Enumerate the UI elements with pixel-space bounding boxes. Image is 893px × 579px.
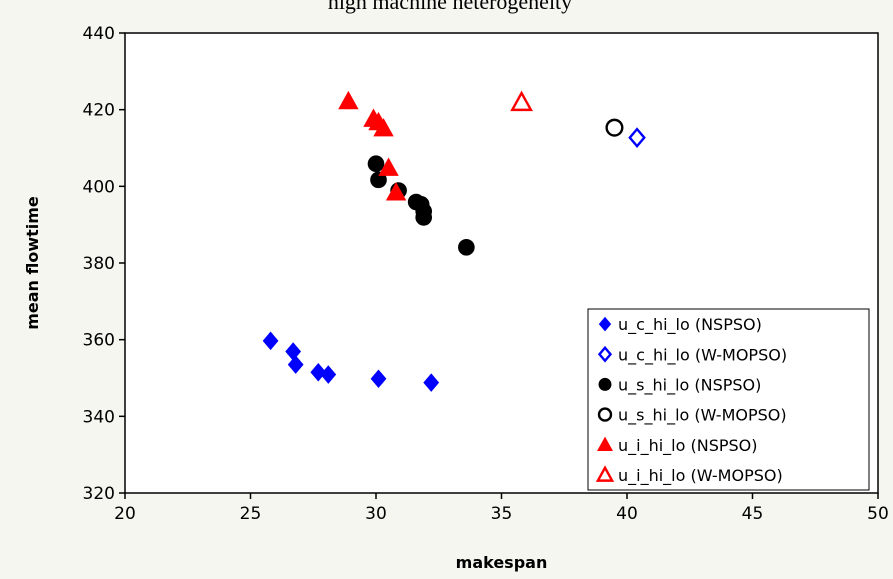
y-tick-label: 380 bbox=[83, 254, 115, 274]
x-axis: 20 25 30 35 40 45 50 bbox=[114, 493, 889, 524]
x-tick-label: 35 bbox=[491, 504, 513, 524]
x-tick-label: 50 bbox=[867, 504, 889, 524]
legend-label: u_c_hi_lo (W-MOPSO) bbox=[618, 345, 787, 365]
y-tick-label: 420 bbox=[83, 101, 115, 121]
legend-label: u_i_hi_lo (W-MOPSO) bbox=[618, 466, 783, 486]
legend-box bbox=[588, 309, 869, 490]
legend-marker bbox=[599, 409, 611, 421]
x-tick-label: 45 bbox=[742, 504, 764, 524]
legend-label: u_c_hi_lo (NSPSO) bbox=[618, 315, 762, 335]
x-axis-title: makespan bbox=[456, 553, 548, 572]
x-tick-label: 25 bbox=[240, 504, 262, 524]
y-tick-label: 320 bbox=[83, 484, 115, 504]
y-axis: 320 340 360 380 400 420 440 bbox=[83, 24, 125, 504]
x-tick-label: 20 bbox=[114, 504, 136, 524]
y-tick-label: 340 bbox=[83, 407, 115, 427]
data-point bbox=[368, 156, 384, 172]
chart-title: high machine heterogeneity bbox=[328, 0, 572, 14]
y-tick-label: 440 bbox=[83, 24, 115, 44]
y-tick-label: 400 bbox=[83, 177, 115, 197]
legend: u_c_hi_lo (NSPSO) u_c_hi_lo (W-MOPSO) u_s_… bbox=[588, 309, 869, 490]
y-tick-label: 360 bbox=[83, 331, 115, 351]
data-point bbox=[416, 210, 432, 226]
legend-marker bbox=[599, 378, 611, 390]
legend-label: u_s_hi_lo (NSPSO) bbox=[618, 375, 761, 395]
legend-label: u_s_hi_lo (W-MOPSO) bbox=[618, 406, 787, 426]
data-point bbox=[459, 239, 475, 255]
y-axis-title: mean flowtime bbox=[23, 196, 42, 330]
x-tick-label: 30 bbox=[365, 504, 387, 524]
x-tick-label: 40 bbox=[616, 504, 638, 524]
legend-label: u_i_hi_lo (NSPSO) bbox=[618, 436, 758, 456]
data-point bbox=[607, 120, 623, 136]
